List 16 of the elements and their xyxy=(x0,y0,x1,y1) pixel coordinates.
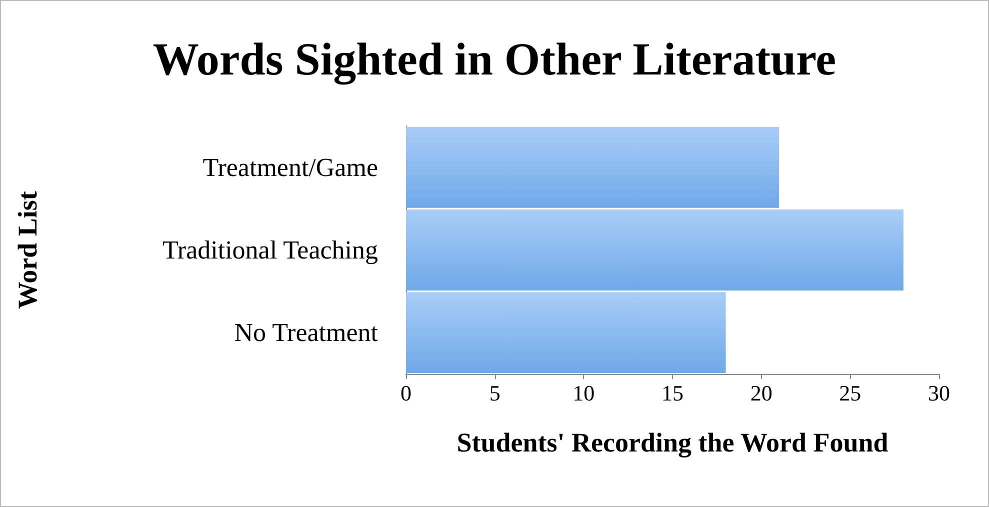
y-axis-title: Word List xyxy=(12,191,42,309)
y-tick-label: Treatment/Game xyxy=(202,152,378,182)
x-tick-label: 5 xyxy=(489,380,500,406)
x-axis-title: Students' Recording the Word Found xyxy=(456,428,888,458)
x-tick-label: 20 xyxy=(750,380,772,406)
y-tick-label: Traditional Teaching xyxy=(162,236,378,264)
bar xyxy=(406,209,904,291)
bar xyxy=(406,126,780,208)
chart-title: Words Sighted in Other Literature xyxy=(152,34,836,86)
y-tick-label: No Treatment xyxy=(234,318,379,348)
x-tick-label: 0 xyxy=(400,380,412,406)
bar xyxy=(406,292,726,374)
x-tick-label: 10 xyxy=(572,380,595,406)
x-tick-label: 30 xyxy=(928,380,950,406)
x-tick-label: 25 xyxy=(839,380,862,406)
x-tick-label: 15 xyxy=(662,380,684,406)
